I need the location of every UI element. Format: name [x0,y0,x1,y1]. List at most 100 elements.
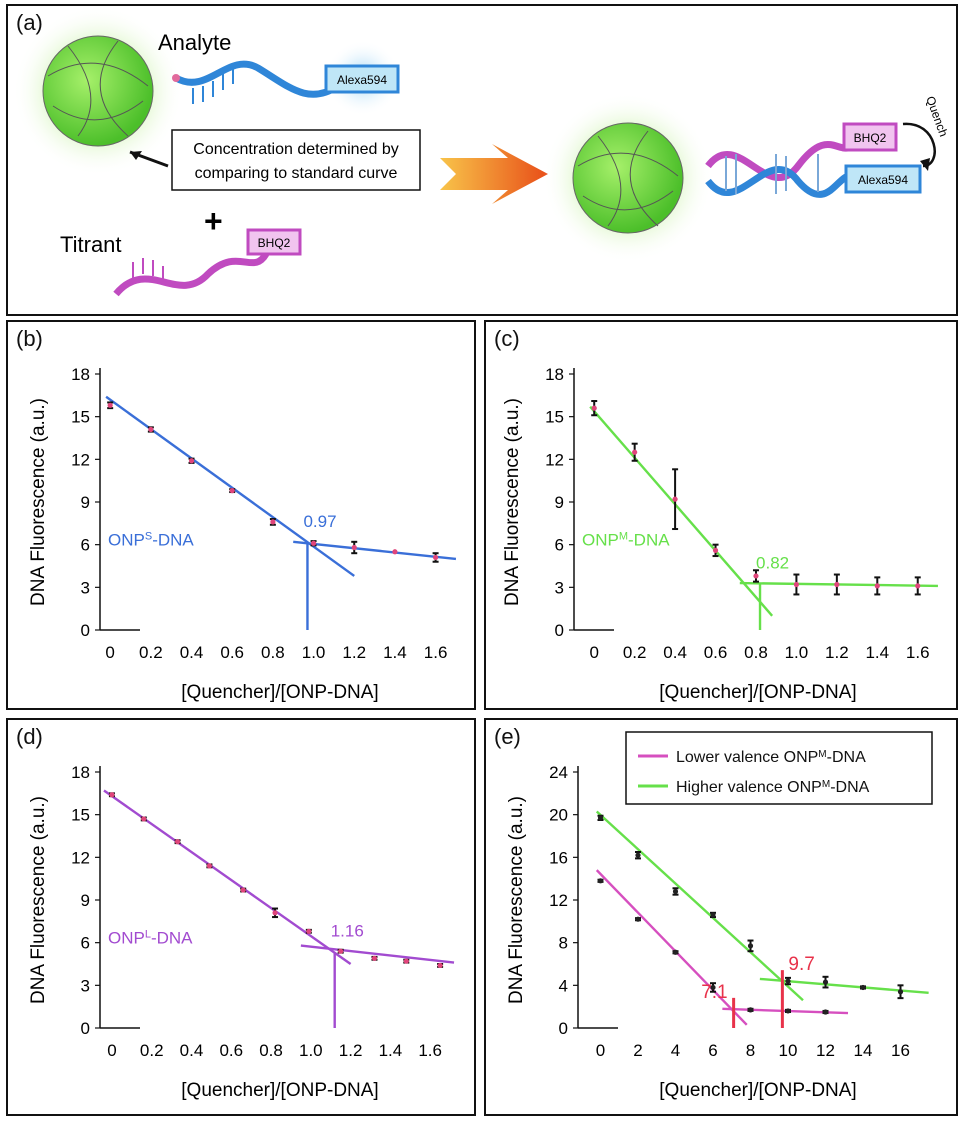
data-point [141,816,147,822]
panel-e: (e) 0 4 8 12 16 20 24 0 2 4 6 8 10 12 14 16 [Quencher]/[… [484,718,958,1116]
data-point [635,916,641,922]
alexa-tag-analyte [324,64,400,94]
x-axis-label: [Quencher]/[ONP-DNA] [181,682,378,703]
x-tick-label: 4 [671,1041,680,1060]
x-tick-label: 1.0 [299,1041,323,1060]
fit-line [293,540,457,561]
y-tick-label: 0 [81,621,90,640]
data-point [174,839,181,845]
x-tick-label: 0.8 [744,643,768,662]
x-tick-label: 14 [854,1041,873,1060]
y-tick-label: 12 [545,450,564,469]
y-tick-label: 12 [71,848,90,867]
y-tick-label: 9 [81,891,90,910]
panel-label: (e) [494,724,521,749]
x-tick-label: 1.2 [342,643,366,662]
y-tick-label: 0 [559,1019,568,1038]
y-tick-label: 18 [545,365,564,384]
data-point [591,405,597,411]
data-point [635,852,641,858]
data-point [392,549,398,555]
data-point [597,878,604,884]
x-tick-label: 1.2 [339,1041,363,1060]
y-tick-label: 9 [81,493,90,512]
bhq-label: BHQ2 [258,236,291,250]
chart-d: 0 3 6 9 12 15 18 0 0.2 0.4 0.6 0.8 1.0 1.2 1.4 1.6 [Quen… [28,763,455,1101]
y-axis-label: DNA Fluorescence (a.u.) [28,796,49,1004]
y-tick-label: 6 [81,934,90,953]
y-axis-label: DNA Fluorescence (a.u.) [502,398,523,606]
note-line-1: Concentration determined by [193,141,398,158]
alexa-label-duplex: Alexa594 [858,173,908,187]
chart-b: 0 3 6 9 12 15 18 0 0.2 0.4 0.6 0.8 1.0 1.2 1.4 1.6 [Quen… [28,365,457,703]
panel-d: (d) 0 3 6 9 12 15 18 0 0.2 0.4 0.6 0.8 1.0 1.2 1.4 1.6 [… [6,718,476,1116]
data-point [306,928,312,934]
series-label: ONPL-DNA [108,929,193,948]
data-point [597,815,604,821]
y-axis-label: DNA Fluorescence (a.u.) [506,796,527,1004]
x-tick-label: 0.8 [261,643,285,662]
x-tick-label: 1.0 [785,643,809,662]
data-point [240,887,246,893]
y-tick-label: 6 [555,536,564,555]
legend-box [625,731,933,805]
x-tick-label: 16 [891,1041,910,1060]
alexa-label: Alexa594 [337,73,387,87]
x-tick-label: 1.0 [302,643,326,662]
x-tick-label: 0.2 [623,643,647,662]
x-tick-label: 8 [746,1041,755,1060]
x-tick-label: 1.4 [379,1041,403,1060]
chart-c: 0 3 6 9 12 15 18 0 0.2 0.4 0.6 0.8 1.0 1.2 1.4 1.6 [Quen… [502,365,938,703]
y-tick-label: 4 [559,976,568,995]
fit-line [589,405,774,617]
y-tick-label: 0 [555,621,564,640]
data-point [437,962,443,969]
y-tick-label: 0 [81,1019,90,1038]
series-label: ONPM-DNA [582,531,670,550]
x-tick-label: 1.4 [383,643,407,662]
legend-entry: Higher valence ONPM-DNA [676,779,870,797]
data-point [822,979,829,985]
x-tick-label: 0 [105,643,114,662]
intersection-label: 9.7 [788,954,814,975]
alexa-tag-duplex [844,164,922,194]
data-point [229,488,235,494]
y-tick-label: 15 [71,408,90,427]
y-tick-label: 12 [549,891,568,910]
x-tick-label: 0.4 [180,1041,204,1060]
analyte-label: Analyte [158,30,231,55]
analyte-strand [174,60,340,98]
data-point [272,910,278,916]
x-tick-label: 0.2 [140,1041,164,1060]
data-point [874,583,880,589]
y-tick-label: 6 [81,536,90,555]
legend-entry: Lower valence ONPM-DNA [676,749,866,767]
data-point [107,402,113,408]
intersection-label: 7.1 [701,982,727,1003]
duplex-strand-analyte [705,166,855,198]
titrant-strand [113,251,270,297]
panel-label: (a) [16,10,43,35]
data-point [672,888,679,895]
x-tick-label: 0 [107,1041,116,1060]
data-point [632,449,638,455]
data-point [793,581,800,588]
bhq-label-duplex: BHQ2 [854,131,887,145]
data-point [785,978,791,984]
y-tick-label: 16 [549,848,568,867]
y-axis-label: DNA Fluorescence (a.u.) [28,398,49,606]
data-point [270,519,276,525]
y-tick-label: 3 [81,578,90,597]
y-tick-label: 15 [71,806,90,825]
data-point [188,458,195,464]
data-point [148,426,154,433]
x-tick-label: 0.6 [704,643,728,662]
series-label: ONPS-DNA [108,531,194,550]
schematic-illustration: Alexa594 Analyte Concentration determine… [13,6,951,297]
note-box [171,129,421,191]
panel-a-schematic: (a) [6,4,958,316]
fit-line [595,869,748,1026]
data-point [897,989,904,995]
data-point [710,912,716,918]
